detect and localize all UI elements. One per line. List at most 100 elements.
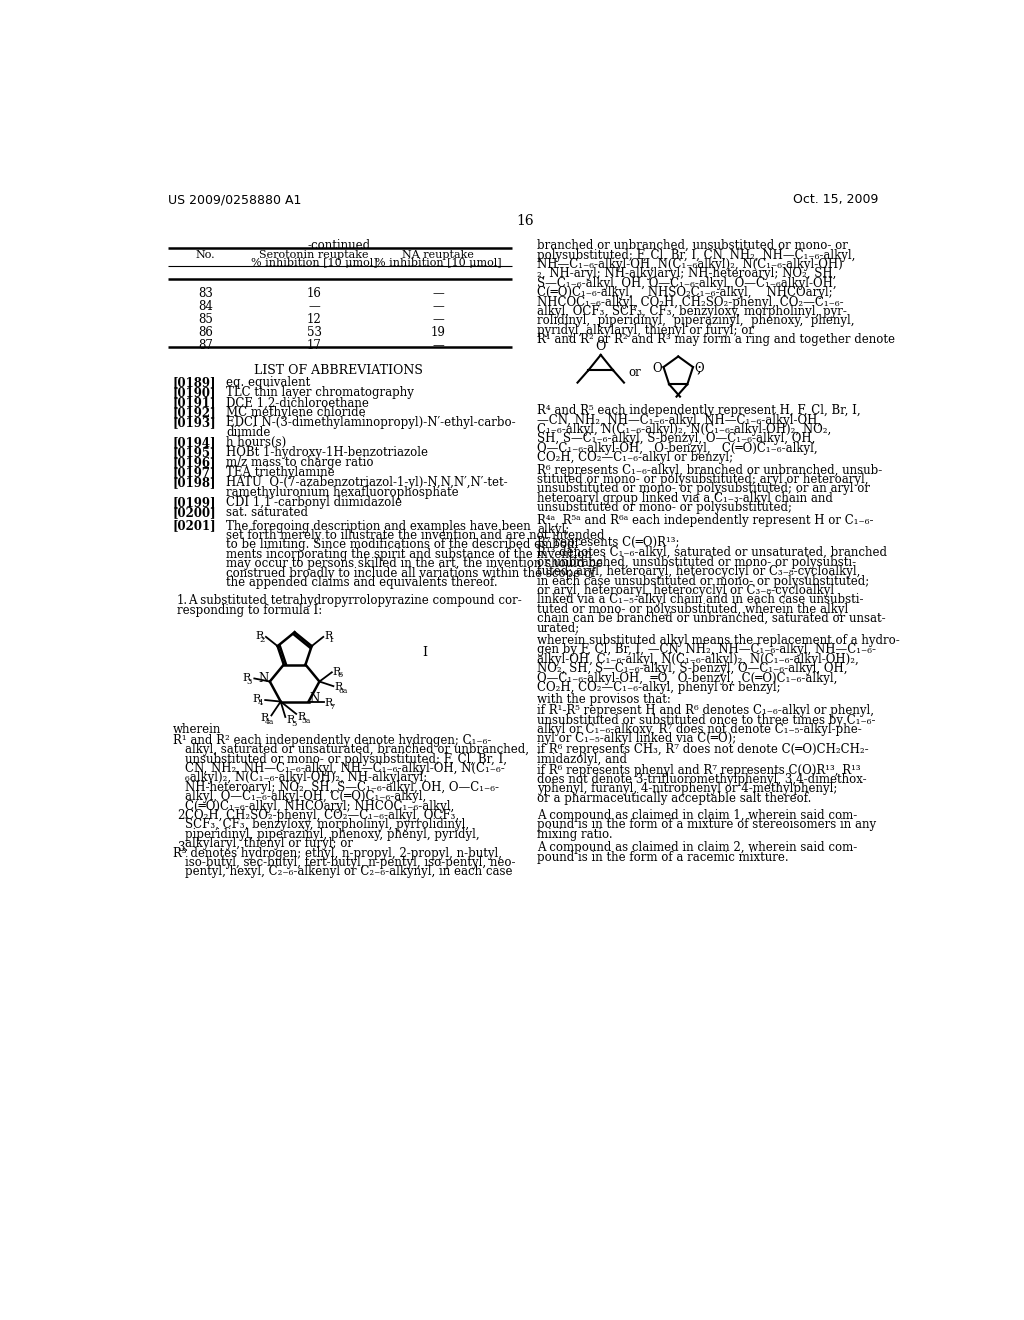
Text: iso-butyl, sec-butyl, tert-butyl, n-pentyl, iso-pentyl, neo-: iso-butyl, sec-butyl, tert-butyl, n-pent… — [184, 857, 515, 869]
Text: C(═O)C₁₋₆-alkyl, NHCOaryl; NHCOC₁₋₆-alkyl,: C(═O)C₁₋₆-alkyl, NHCOaryl; NHCOC₁₋₆-alky… — [184, 800, 454, 813]
Text: C₁₋₆-alkyl, N(C₁₋₆-alkyl)₂, N(C₁₋₆-alkyl-OH)₂, NO₂,: C₁₋₆-alkyl, N(C₁₋₆-alkyl)₂, N(C₁₋₆-alkyl… — [538, 422, 831, 436]
Text: [0189]: [0189] — [173, 376, 216, 389]
Text: —: — — [432, 313, 443, 326]
Text: R: R — [334, 682, 342, 692]
Text: The foregoing description and examples have been: The foregoing description and examples h… — [226, 520, 531, 532]
Text: CDI 1,1′-carbonyl diimidazole: CDI 1,1′-carbonyl diimidazole — [226, 496, 402, 510]
Text: 1.: 1. — [177, 594, 188, 607]
Text: Serotonin reuptake: Serotonin reuptake — [259, 249, 369, 260]
Text: alkyl-OH, C₁₋₆-alkyl, N(C₁₋₆-alkyl)₂, N(C₁₋₆-alkyl-OH)₂,: alkyl-OH, C₁₋₆-alkyl, N(C₁₋₆-alkyl)₂, N(… — [538, 653, 859, 665]
Text: HATU  O-(7-azabenzotriazol-1-yl)-N,N,N′,N′-tet-: HATU O-(7-azabenzotriazol-1-yl)-N,N,N′,N… — [226, 477, 508, 490]
Text: HOBt 1-hydroxy-1H-benzotriazole: HOBt 1-hydroxy-1H-benzotriazole — [226, 446, 428, 459]
Text: CO₂H, CH₂SO₂-phenyl, CO₂—C₁₋₆-alkyl, OCF₃,: CO₂H, CH₂SO₂-phenyl, CO₂—C₁₋₆-alkyl, OCF… — [184, 809, 459, 822]
Text: 3.: 3. — [177, 841, 188, 854]
Text: 86: 86 — [198, 326, 213, 339]
Text: CO₂H, CO₂—C₁₋₆-alkyl, phenyl or benzyl;: CO₂H, CO₂—C₁₋₆-alkyl, phenyl or benzyl; — [538, 681, 781, 694]
Text: construed broadly to include all variations within the scope of: construed broadly to include all variati… — [226, 566, 596, 579]
Text: branched or unbranched, unsubstituted or mono- or: branched or unbranched, unsubstituted or… — [538, 239, 848, 252]
Text: S—C₁₋₆-alkyl, OH, O—C₁₋₆-alkyl, O—C₁₋₆alkyl-OH,: S—C₁₋₆-alkyl, OH, O—C₁₋₆-alkyl, O—C₁₋₆al… — [538, 277, 837, 290]
Text: No.: No. — [196, 249, 215, 260]
Text: or: or — [629, 366, 641, 379]
Text: LIST OF ABBREVIATIONS: LIST OF ABBREVIATIONS — [254, 364, 423, 378]
Text: % inhibition [10 μmol]: % inhibition [10 μmol] — [251, 257, 377, 268]
Text: diimide: diimide — [226, 426, 270, 440]
Text: with the provisos that:: with the provisos that: — [538, 693, 671, 706]
Text: 6a: 6a — [339, 686, 348, 694]
Text: polysubstituted; F, Cl, Br, I, CN, NH₂, NH—C₁₋₆-alkyl,: polysubstituted; F, Cl, Br, I, CN, NH₂, … — [538, 248, 856, 261]
Text: TEA triethylamine: TEA triethylamine — [226, 466, 335, 479]
Text: NO₂, SH, S—C₁₋₆-alkyl, S-benzyl, O—C₁₋₆-alkyl, OH,: NO₂, SH, S—C₁₋₆-alkyl, S-benzyl, O—C₁₋₆-… — [538, 663, 848, 675]
Text: alkyl, O—C₁₋₆-alkyl-OH, C(═O)C₁₋₆-alkyl,: alkyl, O—C₁₋₆-alkyl-OH, C(═O)C₁₋₆-alkyl, — [184, 791, 426, 804]
Text: stituted or mono- or polysubstituted; aryl or heteroaryl,: stituted or mono- or polysubstituted; ar… — [538, 473, 868, 486]
Text: NHCOC₁₋₆-alkyl, CO₂H, CH₂SO₂-phenyl, CO₂—C₁₋₆-: NHCOC₁₋₆-alkyl, CO₂H, CH₂SO₂-phenyl, CO₂… — [538, 296, 844, 309]
Text: R: R — [297, 711, 305, 722]
Text: NA reuptake: NA reuptake — [402, 249, 474, 260]
Text: to be limiting. Since modifications of the described embodi-: to be limiting. Since modifications of t… — [226, 539, 583, 552]
Text: or unbranched, unsubstituted or mono- or polysubsti-: or unbranched, unsubstituted or mono- or… — [538, 556, 856, 569]
Text: R¹ and R² each independently denote hydrogen; C₁₋₆-: R¹ and R² each independently denote hydr… — [173, 734, 492, 747]
Text: [0201]: [0201] — [173, 520, 216, 532]
Text: 3: 3 — [247, 677, 252, 685]
Text: chain can be branched or unbranched, saturated or unsat-: chain can be branched or unbranched, sat… — [538, 612, 886, 626]
Text: O: O — [652, 362, 662, 375]
Text: sat. saturated: sat. saturated — [226, 507, 308, 520]
Text: R: R — [324, 631, 333, 642]
Text: alkyl, saturated or unsaturated, branched or unbranched,: alkyl, saturated or unsaturated, branche… — [184, 743, 528, 756]
Text: -continued: -continued — [307, 239, 371, 252]
Text: or a pharmaceutically acceptable salt thereof.: or a pharmaceutically acceptable salt th… — [538, 792, 812, 805]
Text: R⁷ represents C(═O)R¹³;: R⁷ represents C(═O)R¹³; — [538, 536, 680, 549]
Text: A compound as claimed in claim 1, wherein said com-: A compound as claimed in claim 1, wherei… — [538, 809, 857, 822]
Text: unsubstituted or mono- or polysubstituted; F, Cl, Br, I,: unsubstituted or mono- or polysubstitute… — [184, 752, 507, 766]
Text: R: R — [286, 715, 294, 725]
Text: NH-heteroaryl; NO₂, SH, S—C₁₋₆-alkyl, OH, O—C₁₋₆-: NH-heteroaryl; NO₂, SH, S—C₁₋₆-alkyl, OH… — [184, 781, 499, 793]
Text: % inhibition [10 μmol]: % inhibition [10 μmol] — [375, 257, 502, 268]
Text: 1: 1 — [329, 636, 334, 644]
Text: the appended claims and equivalents thereof.: the appended claims and equivalents ther… — [226, 576, 498, 589]
Text: if R⁶ represents phenyl and R⁷ represents C(O)R¹³, R¹³: if R⁶ represents phenyl and R⁷ represent… — [538, 763, 861, 776]
Text: wherein: wherein — [173, 723, 221, 737]
Text: 83: 83 — [198, 286, 213, 300]
Text: SH, S—C₁₋₆-alkyl, S-benzyl, O—C₁₋₆-alkyl, OH,: SH, S—C₁₋₆-alkyl, S-benzyl, O—C₁₋₆-alkyl… — [538, 433, 815, 445]
Text: R⁴ᵃ, R⁵ᵃ and R⁶ᵃ each independently represent H or C₁₋₆-: R⁴ᵃ, R⁵ᵃ and R⁶ᵃ each independently repr… — [538, 513, 873, 527]
Text: O—C₁₋₆-alkyl-OH,   O-benzyl,   C(═O)C₁₋₆-alkyl,: O—C₁₋₆-alkyl-OH, O-benzyl, C(═O)C₁₋₆-alk… — [538, 442, 818, 455]
Text: 87: 87 — [198, 339, 213, 352]
Text: [0199]: [0199] — [173, 496, 216, 510]
Text: unsubstituted or mono- or polysubstituted;: unsubstituted or mono- or polysubstitute… — [538, 502, 793, 515]
Text: R: R — [260, 714, 268, 723]
Text: 19: 19 — [430, 326, 445, 339]
Text: R⁶ represents C₁₋₆-alkyl, branched or unbranched, unsub-: R⁶ represents C₁₋₆-alkyl, branched or un… — [538, 463, 883, 477]
Text: DCE 1,2-dichloroethane: DCE 1,2-dichloroethane — [226, 396, 370, 409]
Text: R: R — [253, 694, 261, 705]
Text: or aryl, heteroaryl, heterocyclyl or C₃₋₈-cycloalkyl: or aryl, heteroaryl, heterocyclyl or C₃₋… — [538, 583, 835, 597]
Text: CN, NH₂, NH—C₁₋₆-alkyl, NH—C₁₋₆-alkyl-OH, N(C₁₋₆-: CN, NH₂, NH—C₁₋₆-alkyl, NH—C₁₋₆-alkyl-OH… — [184, 762, 505, 775]
Text: [0193]: [0193] — [173, 416, 216, 429]
Text: R¹ and R² or R² and R³ may form a ring and together denote: R¹ and R² or R² and R³ may form a ring a… — [538, 333, 895, 346]
Text: ₆alkyl)₂, N(C₁₋₆-alkyl-OH)₂, NH-alkylaryl;: ₆alkyl)₂, N(C₁₋₆-alkyl-OH)₂, NH-alkylary… — [184, 771, 427, 784]
Text: US 2009/0258880 A1: US 2009/0258880 A1 — [168, 193, 302, 206]
Text: —: — — [432, 286, 443, 300]
Text: 2.: 2. — [177, 809, 188, 822]
Text: 53: 53 — [306, 326, 322, 339]
Text: pyridyl, alkylaryl, thienyl or furyl; or: pyridyl, alkylaryl, thienyl or furyl; or — [538, 323, 755, 337]
Text: R³ denotes hydrogen; ethyl, n-propyl, 2-propyl, n-butyl,: R³ denotes hydrogen; ethyl, n-propyl, 2-… — [173, 846, 502, 859]
Text: set forth merely to illustrate the invention and are not intended: set forth merely to illustrate the inven… — [226, 529, 605, 543]
Text: may occur to persons skilled in the art, the invention should be: may occur to persons skilled in the art,… — [226, 557, 603, 570]
Text: imidazolyl, and: imidazolyl, and — [538, 752, 627, 766]
Text: [0195]: [0195] — [173, 446, 216, 459]
Text: —: — — [308, 300, 319, 313]
Text: 5a: 5a — [302, 717, 311, 725]
Text: ments incorporating the spirit and substance of the invention: ments incorporating the spirit and subst… — [226, 548, 592, 561]
Text: —: — — [432, 300, 443, 313]
Text: 6: 6 — [337, 672, 342, 680]
Text: [0191]: [0191] — [173, 396, 216, 409]
Text: mixing ratio.: mixing ratio. — [538, 828, 612, 841]
Text: linked via a C₁₋₅-alkyl chain and in each case unsubsti-: linked via a C₁₋₅-alkyl chain and in eac… — [538, 593, 863, 606]
Text: alkyl;: alkyl; — [538, 523, 569, 536]
Text: if R¹-R⁵ represent H and R⁶ denotes C₁₋₆-alkyl or phenyl,: if R¹-R⁵ represent H and R⁶ denotes C₁₋₆… — [538, 704, 874, 717]
Text: [0196]: [0196] — [173, 457, 216, 470]
Text: does not denote 3-trifluoromethylphenyl, 3,4-dimethox-: does not denote 3-trifluoromethylphenyl,… — [538, 774, 867, 785]
Text: MC methylene chloride: MC methylene chloride — [226, 407, 366, 420]
Text: R¹³ denotes C₁₋₆-alkyl, saturated or unsaturated, branched: R¹³ denotes C₁₋₆-alkyl, saturated or uns… — [538, 546, 887, 560]
Text: 12: 12 — [306, 313, 322, 326]
Text: 7: 7 — [330, 704, 335, 711]
